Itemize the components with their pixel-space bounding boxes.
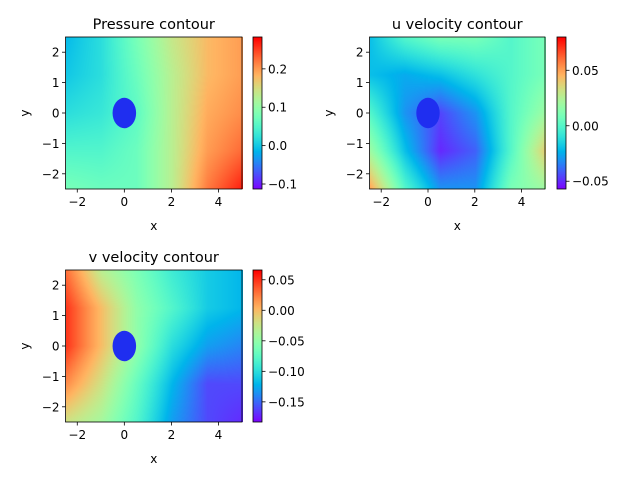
u-velocity-colorbar bbox=[557, 37, 566, 189]
y-tick-label: 0 bbox=[52, 340, 60, 354]
colorbar-tick-label: 0.1 bbox=[268, 101, 287, 115]
u-velocity-title: u velocity contour bbox=[392, 17, 523, 33]
colorbar-tick-label: −0.05 bbox=[572, 175, 609, 189]
u-velocity-xlabel: x bbox=[454, 219, 461, 233]
u-velocity-field bbox=[369, 37, 546, 189]
colorbar-tick-label: −0.05 bbox=[268, 334, 305, 348]
y-tick-label: 0 bbox=[356, 107, 364, 121]
u-velocity-obstacle bbox=[416, 97, 440, 129]
y-tick-label: −1 bbox=[42, 370, 60, 384]
y-tick-label: 2 bbox=[52, 279, 60, 293]
colorbar-tick-label: 0.0 bbox=[268, 139, 287, 153]
pressure-colorbar-frame bbox=[252, 36, 263, 190]
y-tick-label: 1 bbox=[356, 76, 364, 90]
x-tick-label: −2 bbox=[68, 428, 86, 442]
colorbar-tick-label: −0.1 bbox=[268, 178, 297, 192]
v-velocity-colorbar bbox=[253, 270, 262, 422]
v-velocity-xlabel: x bbox=[150, 452, 157, 466]
pressure-ylabel: y bbox=[18, 109, 32, 116]
x-tick-label: 4 bbox=[518, 195, 526, 209]
pressure-title: Pressure contour bbox=[93, 17, 215, 33]
u-velocity-axes-frame bbox=[369, 36, 546, 190]
x-tick-label: 0 bbox=[424, 195, 432, 209]
x-tick-label: 2 bbox=[168, 195, 176, 209]
v-velocity-ylabel: y bbox=[18, 342, 32, 349]
colorbar-tick-label: 0.00 bbox=[572, 119, 599, 133]
colorbar-tick-label: 0.00 bbox=[268, 304, 295, 318]
v-velocity-axes-frame bbox=[65, 269, 243, 423]
v-velocity-obstacle bbox=[112, 330, 137, 362]
pressure-field bbox=[65, 37, 243, 189]
x-tick-label: 0 bbox=[121, 195, 129, 209]
colorbar-tick-label: −0.15 bbox=[268, 395, 305, 409]
y-tick-label: −2 bbox=[42, 400, 60, 414]
pressure-colorbar bbox=[253, 37, 262, 189]
y-tick-label: 2 bbox=[52, 46, 60, 60]
y-tick-label: −1 bbox=[42, 137, 60, 151]
y-tick-label: 1 bbox=[52, 76, 60, 90]
u-velocity-colorbar-frame bbox=[556, 36, 567, 190]
pressure-obstacle bbox=[112, 97, 137, 129]
v-velocity-title: v velocity contour bbox=[89, 250, 219, 266]
colorbar-tick-label: −0.10 bbox=[268, 365, 305, 379]
x-tick-label: −2 bbox=[68, 195, 86, 209]
y-tick-label: −1 bbox=[346, 137, 364, 151]
x-tick-label: 0 bbox=[121, 428, 129, 442]
y-tick-label: 1 bbox=[52, 309, 60, 323]
pressure-xlabel: x bbox=[150, 219, 157, 233]
x-tick-label: 2 bbox=[471, 195, 479, 209]
colorbar-tick-label: 0.05 bbox=[268, 273, 295, 287]
y-tick-label: −2 bbox=[346, 167, 364, 181]
v-velocity-colorbar-frame bbox=[252, 269, 263, 423]
y-tick-label: −2 bbox=[42, 167, 60, 181]
x-tick-label: 4 bbox=[215, 195, 223, 209]
y-tick-label: 0 bbox=[52, 107, 60, 121]
v-velocity-field bbox=[65, 270, 243, 422]
x-tick-label: 2 bbox=[168, 428, 176, 442]
x-tick-label: 4 bbox=[215, 428, 223, 442]
colorbar-tick-label: 0.2 bbox=[268, 62, 287, 76]
u-velocity-ylabel: y bbox=[322, 109, 336, 116]
y-tick-label: 2 bbox=[356, 46, 364, 60]
pressure-axes-frame bbox=[65, 36, 243, 190]
colorbar-tick-label: 0.05 bbox=[572, 64, 599, 78]
x-tick-label: −2 bbox=[372, 195, 390, 209]
